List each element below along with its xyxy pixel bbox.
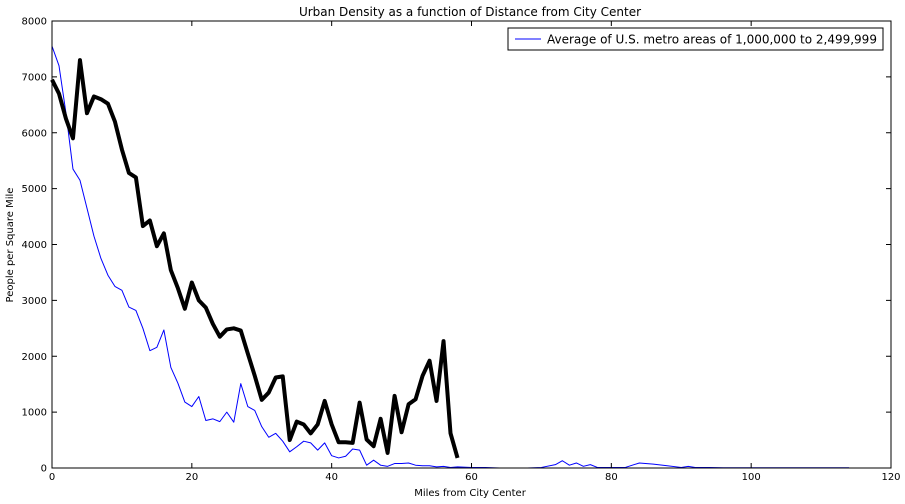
x-axis-label: Miles from City Center — [414, 488, 527, 499]
y-tick-label: 7000 — [22, 72, 47, 83]
y-axis-label: People per Square Mile — [5, 188, 16, 303]
legend: Average of U.S. metro areas of 1,000,000… — [507, 27, 884, 51]
series-layer — [50, 45, 850, 469]
x-tick-label: 0 — [49, 472, 55, 483]
y-tick-label: 2000 — [22, 352, 47, 363]
series-line-1 — [50, 58, 460, 459]
x-tick-label: 40 — [325, 472, 338, 483]
y-tick-label: 6000 — [22, 128, 47, 139]
x-tick-label: 80 — [605, 472, 618, 483]
y-tick-label: 0 — [41, 464, 47, 475]
y-tick-label: 3000 — [22, 296, 47, 307]
series-line-0 — [51, 45, 850, 469]
y-tick-label: 8000 — [22, 17, 47, 28]
legend-box — [507, 27, 884, 51]
ticks-layer: 0 20 40 60 80 100 120 0 1000 2000 3000 4000 5000 6000… — [22, 17, 901, 484]
x-tick-label: 20 — [185, 472, 198, 483]
x-tick-label: 60 — [465, 472, 478, 483]
x-tick-label: 100 — [742, 472, 761, 483]
y-tick-label: 5000 — [22, 184, 47, 195]
y-tick-label: 1000 — [22, 408, 47, 419]
chart-title: Urban Density as a function of Distance … — [299, 5, 641, 19]
legend-label: Average of U.S. metro areas of 1,000,000… — [547, 33, 877, 47]
y-tick-label: 4000 — [22, 240, 47, 251]
x-tick-label: 120 — [881, 472, 900, 483]
